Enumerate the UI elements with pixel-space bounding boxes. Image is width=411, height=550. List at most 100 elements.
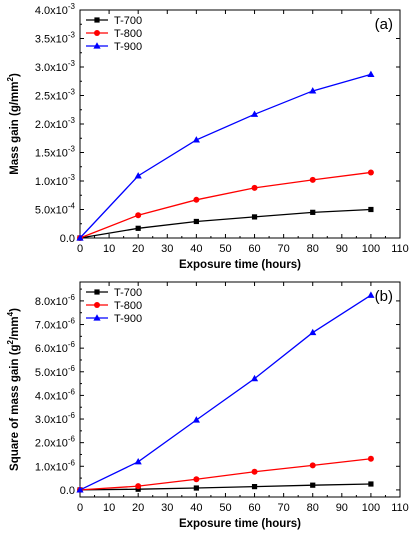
x-tick-label: 70 — [278, 502, 290, 514]
y-tick-label: 5.0x10-4 — [35, 202, 76, 217]
legend-marker-t-700 — [94, 289, 100, 295]
legend-label-t-900: T-900 — [114, 313, 142, 325]
series-line-t-700 — [79, 208, 371, 239]
data-point-t-900 — [192, 136, 200, 143]
panel-label: (b) — [375, 288, 393, 305]
legend-label-t-800: T-800 — [114, 300, 142, 312]
x-tick-label: 40 — [190, 502, 202, 514]
series-t-900 — [76, 70, 375, 241]
x-tick-label: 60 — [248, 243, 260, 255]
data-point-t-800 — [367, 455, 374, 462]
x-tick-label: 100 — [362, 502, 380, 514]
y-tick-label: 6.0x10-6 — [35, 340, 76, 355]
data-point-t-800 — [193, 196, 200, 203]
legend-label-t-800: T-800 — [114, 28, 142, 40]
data-point-t-800 — [367, 169, 374, 176]
panel-label: (a) — [375, 16, 393, 33]
data-point-t-800 — [251, 184, 258, 191]
data-point-t-900 — [134, 172, 142, 179]
series-line-t-700 — [79, 483, 371, 491]
series-line-t-800 — [79, 458, 371, 491]
x-tick-label: 0 — [77, 243, 83, 255]
data-point-t-900 — [76, 486, 84, 493]
series-line-t-900 — [79, 294, 372, 491]
data-point-t-900 — [134, 457, 142, 465]
series-line-t-900 — [79, 73, 372, 239]
y-tick-label: 5.0x10-6 — [35, 364, 76, 379]
x-tick-label: 80 — [307, 502, 319, 514]
y-tick-label: 0.0 — [60, 233, 75, 245]
data-point-t-800 — [251, 468, 258, 475]
data-point-t-700 — [251, 484, 258, 490]
y-tick-label: 7.0x10-6 — [35, 317, 76, 332]
x-tick-label: 30 — [161, 243, 173, 255]
legend-marker-t-800 — [94, 302, 100, 308]
x-tick-label: 60 — [248, 502, 260, 514]
x-tick-label: 70 — [278, 243, 290, 255]
data-point-t-900 — [250, 374, 259, 382]
x-tick-label: 10 — [103, 243, 115, 255]
y-tick-label: 1.0x10-3 — [35, 173, 76, 188]
legend-label-t-900: T-900 — [114, 41, 142, 53]
data-point-t-800 — [135, 212, 142, 219]
data-point-t-900 — [367, 70, 375, 78]
chart-panel-b: 0 10 20 30 40 50 60 70 80 90 100 110 0.0 1.0x10-6 2.0x… — [6, 281, 409, 530]
y-tick-label: 3.5x10-3 — [35, 31, 76, 46]
x-tick-label: 10 — [103, 502, 115, 514]
data-point-t-700 — [193, 218, 199, 225]
data-point-t-700 — [310, 482, 316, 488]
y-tick-label: 0.0 — [60, 485, 75, 497]
legend-marker-t-700 — [94, 17, 100, 23]
y-axis-title: Mass gain (g/mm2) — [6, 73, 21, 175]
data-point-t-700 — [135, 486, 141, 492]
data-point-t-700 — [251, 214, 258, 220]
data-point-t-800 — [309, 462, 316, 469]
y-tick-label: 2.0x10-6 — [35, 435, 76, 450]
y-tick-label: 1.5x10-3 — [35, 145, 76, 160]
data-point-t-900 — [76, 234, 84, 241]
series-t-800 — [77, 169, 374, 241]
y-tick-label: 4.0x10-6 — [35, 387, 76, 402]
legend-label-t-700: T-700 — [114, 15, 142, 27]
x-tick-label: 100 — [362, 243, 380, 255]
legend-marker-t-900 — [93, 314, 101, 321]
x-tick-label: 30 — [161, 502, 173, 514]
y-tick-label: 3.0x10-6 — [35, 411, 76, 426]
series-t-900 — [76, 291, 375, 493]
x-tick-label: 110 — [391, 502, 409, 514]
x-axis-title: Exposure time (hours) — [179, 518, 301, 530]
x-tick-label: 80 — [307, 243, 319, 255]
y-tick-label: 4.0x10-3 — [35, 2, 76, 17]
data-point-t-900 — [367, 291, 375, 298]
data-point-t-700 — [368, 481, 374, 487]
x-axis-title: Exposure time (hours) — [179, 259, 301, 271]
y-tick-label: 2.5x10-3 — [35, 88, 76, 103]
y-tick-label: 2.0x10-3 — [35, 116, 76, 131]
data-point-t-900 — [309, 328, 317, 336]
chart-panel-a: 0 10 20 30 40 50 60 70 80 90 100 110 0.0 5.0x10-4 1.0x… — [6, 2, 409, 271]
x-tick-label: 20 — [132, 243, 144, 255]
data-point-t-700 — [310, 209, 316, 215]
x-tick-label: 20 — [132, 502, 144, 514]
y-tick-label: 1.0x10-6 — [35, 458, 76, 473]
legend-marker-t-800 — [94, 30, 100, 36]
y-tick-label: 3.0x10-3 — [35, 59, 76, 74]
data-point-t-900 — [192, 416, 200, 423]
data-point-t-800 — [193, 476, 200, 483]
x-tick-label: 50 — [219, 243, 231, 255]
data-point-t-900 — [309, 87, 317, 94]
data-point-t-700 — [193, 485, 199, 491]
x-tick-label: 90 — [336, 502, 348, 514]
y-axis-title: Square of mass gain (g2/mm4) — [6, 308, 21, 471]
x-tick-label: 0 — [77, 502, 83, 514]
legend-label-t-700: T-700 — [114, 287, 142, 299]
y-tick-label: 8.0x10-6 — [35, 293, 76, 308]
data-point-t-800 — [135, 483, 142, 490]
x-tick-label: 50 — [219, 502, 231, 514]
series-line-t-800 — [79, 171, 371, 239]
data-point-t-800 — [309, 176, 316, 183]
x-tick-label: 110 — [391, 243, 409, 255]
